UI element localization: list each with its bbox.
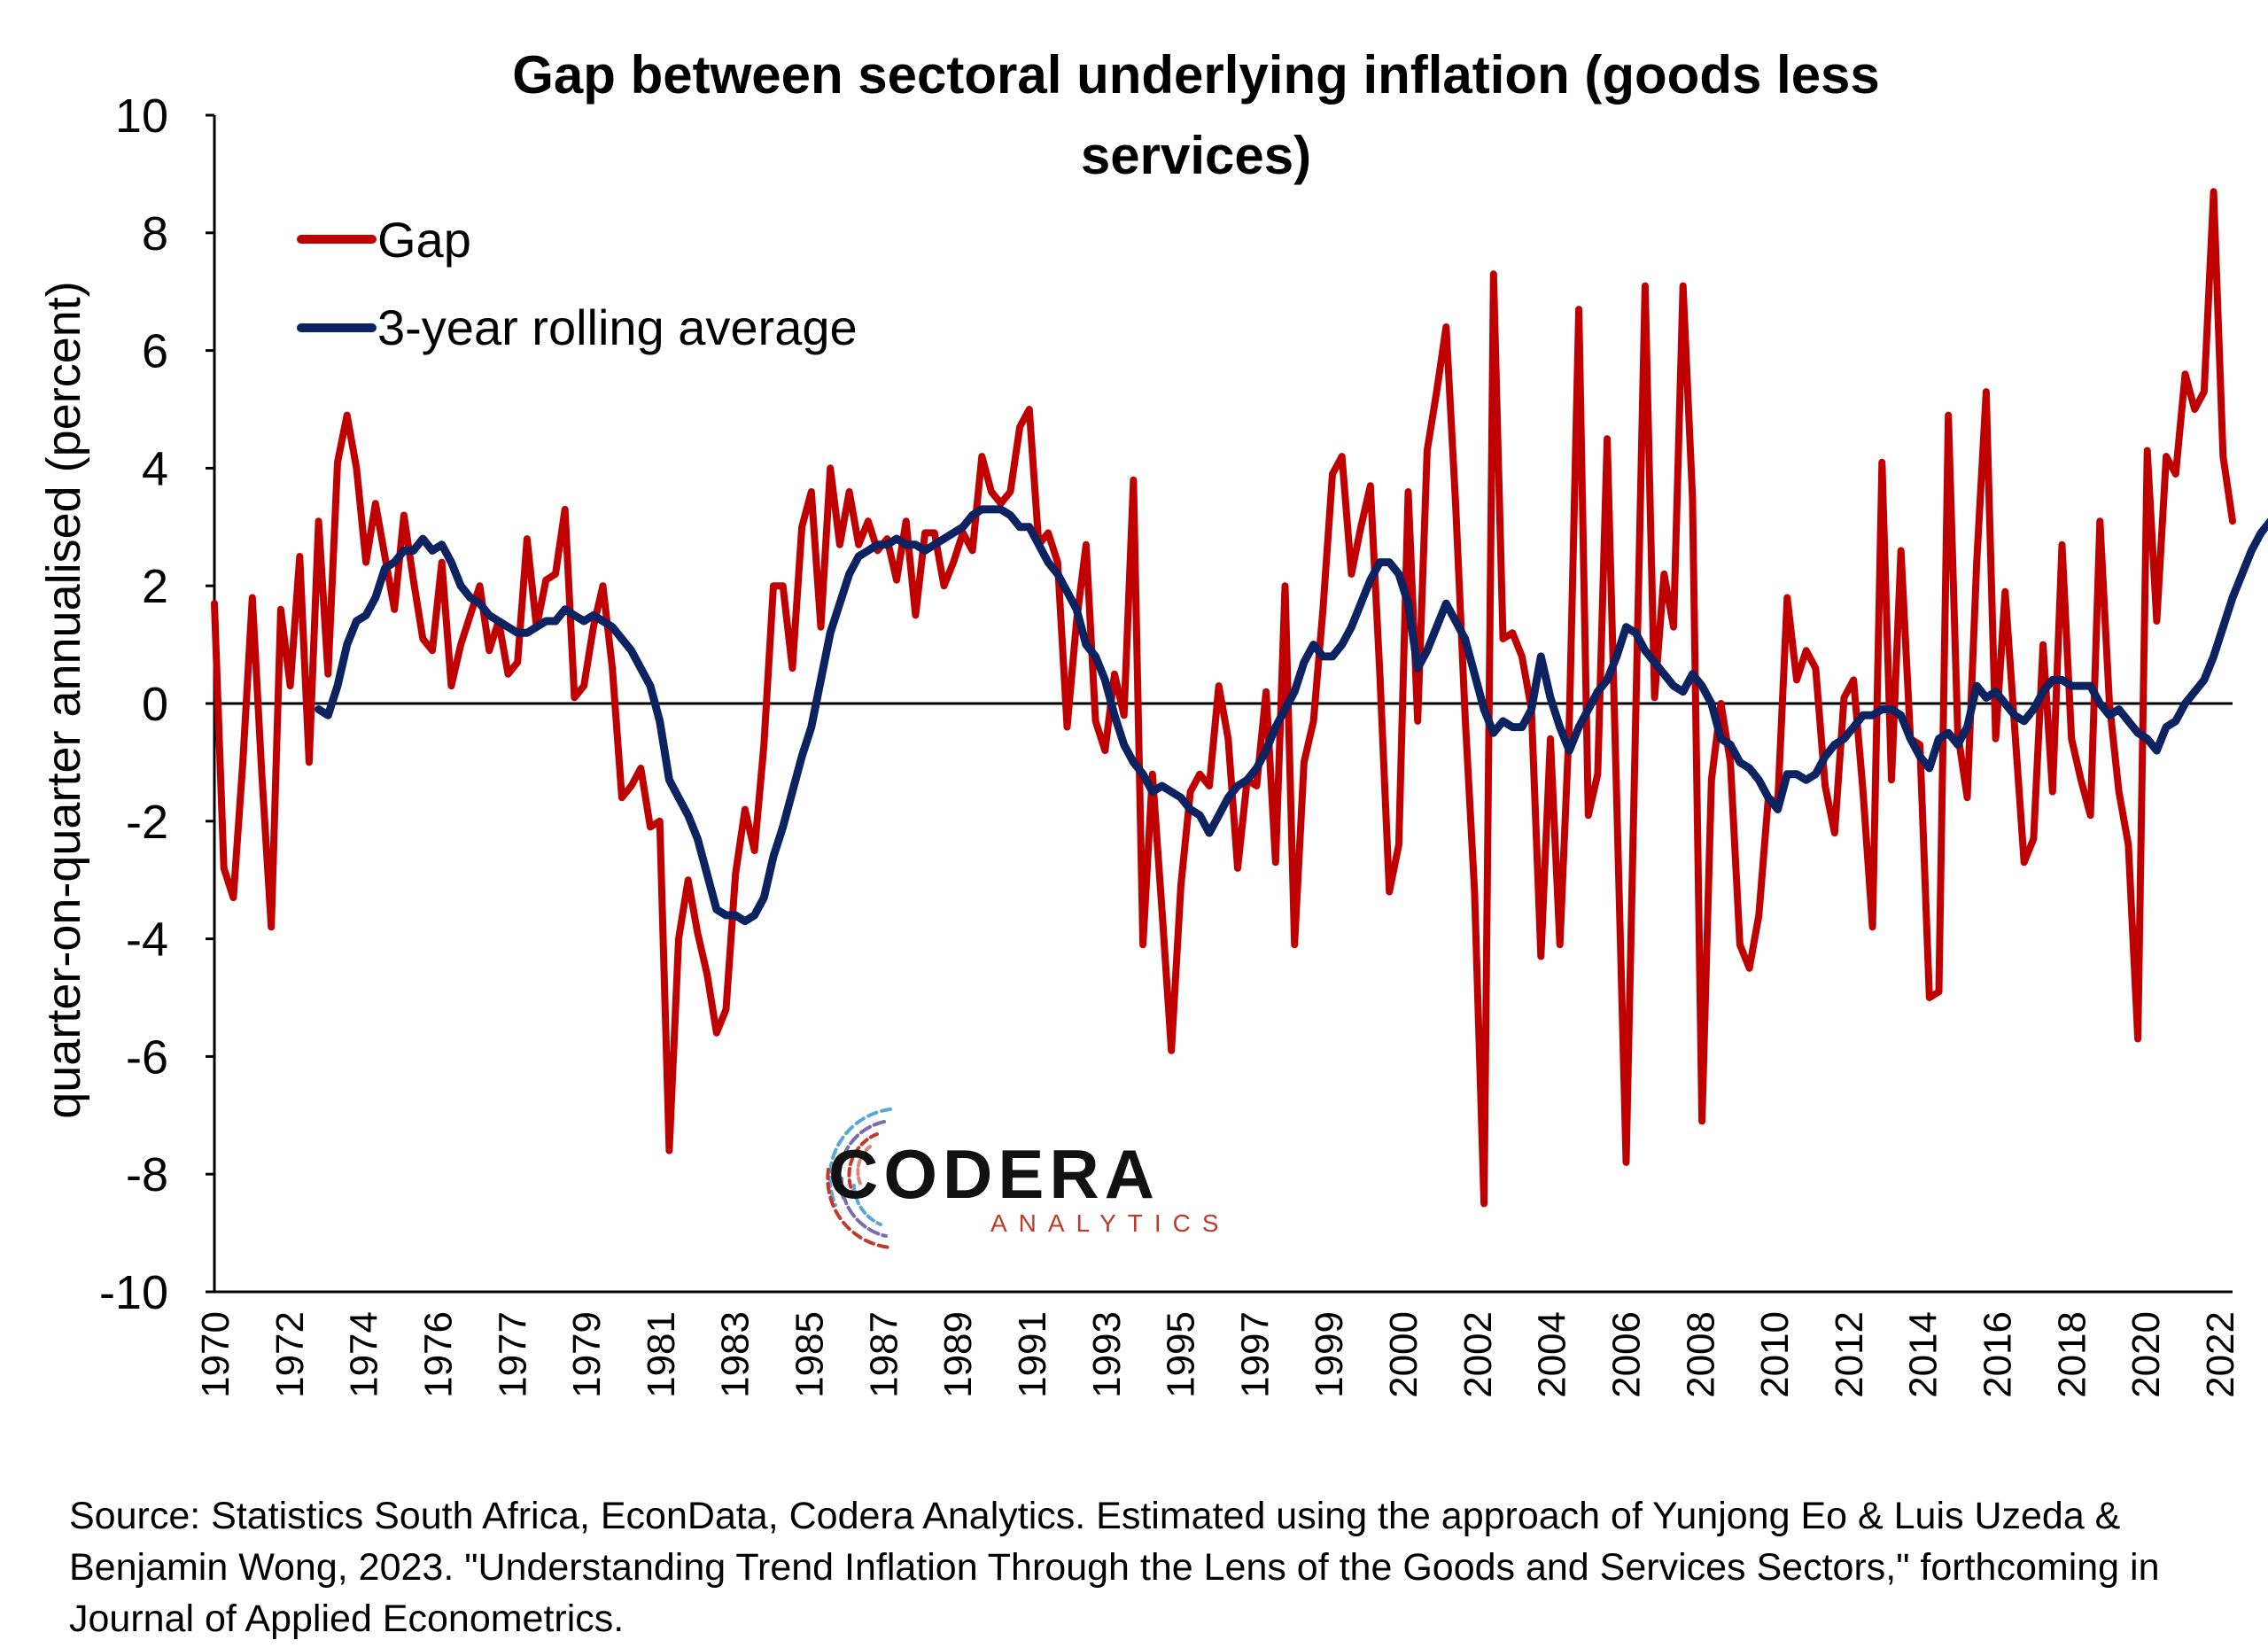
y-axis: -10 -8 -6 -4 -2 0 2 4 6 8 10 [99, 89, 216, 1319]
y-tick-label: -4 [126, 913, 168, 967]
x-tick-label: 2014 [1902, 1311, 1946, 1398]
legend-item-rolling-average: 3-year rolling average [297, 299, 858, 355]
x-axis: 1970 1972 1974 1976 1977 1979 1981 1983 1985 1987… [194, 1290, 2242, 1398]
x-tick-label: 1974 [343, 1311, 386, 1398]
y-tick-label: -6 [126, 1030, 168, 1084]
source-note: Source: Statistics South Africa, EconDat… [69, 1495, 2160, 1640]
y-axis-label: quarter-on-quarter annualised (percent) [37, 281, 90, 1119]
y-tick-label: 6 [142, 325, 168, 378]
x-tick-label: 1977 [491, 1311, 534, 1398]
x-tick-label: 1989 [936, 1311, 980, 1398]
codera-logo: CODERA ANALYTICS [826, 1108, 1231, 1249]
gap-series-line [211, 188, 2236, 1208]
legend: Gap 3-year rolling average [297, 212, 858, 355]
x-tick-label: 1972 [268, 1311, 312, 1398]
y-tick-label: 2 [142, 560, 168, 613]
rolling-average-series-line [315, 505, 2268, 926]
x-tick-label: 2022 [2199, 1311, 2242, 1398]
x-tick-label: 2002 [1456, 1311, 1500, 1398]
x-tick-label: 2008 [1679, 1311, 1722, 1398]
legend-item-gap: Gap [297, 212, 471, 268]
x-tick-label: 1979 [565, 1311, 609, 1398]
x-tick-label: 1985 [788, 1311, 832, 1398]
x-tick-label: 1997 [1233, 1311, 1277, 1398]
logo-wordmark: CODERA [828, 1135, 1160, 1213]
x-tick-label: 2016 [1977, 1311, 2020, 1398]
x-tick-label: 2018 [2050, 1311, 2093, 1398]
x-tick-label: 2006 [1604, 1311, 1648, 1398]
series-layer [211, 188, 2268, 1208]
y-tick-label: 4 [142, 442, 168, 495]
codera-logo-mark [826, 1108, 892, 1249]
x-tick-label: 1987 [862, 1311, 905, 1398]
x-tick-label: 1983 [714, 1311, 757, 1398]
x-tick-label: 1993 [1085, 1311, 1129, 1398]
y-tick-label: -2 [126, 796, 168, 849]
legend-label-gap: Gap [377, 212, 471, 268]
y-tick-label: -10 [99, 1266, 168, 1319]
legend-label-rolling-average: 3-year rolling average [377, 299, 858, 355]
y-tick-label: -8 [126, 1148, 168, 1201]
x-tick-label: 1976 [416, 1311, 460, 1398]
x-tick-label: 2000 [1382, 1311, 1425, 1398]
logo-subtitle: ANALYTICS [990, 1209, 1231, 1237]
x-tick-label: 1991 [1011, 1311, 1054, 1398]
x-tick-label: 1981 [640, 1311, 683, 1398]
x-tick-label: 2010 [1753, 1311, 1797, 1398]
x-tick-label: 2020 [2124, 1311, 2168, 1398]
y-tick-label: 0 [142, 678, 168, 731]
x-tick-label: 1995 [1160, 1311, 1203, 1398]
x-tick-label: 2012 [1828, 1311, 1871, 1398]
x-tick-label: 1999 [1308, 1311, 1351, 1398]
x-tick-label: 1970 [194, 1311, 237, 1398]
chart-title-line-1: Gap between sectoral underlying inflatio… [512, 45, 1880, 105]
x-tick-label: 2004 [1531, 1311, 1574, 1398]
y-tick-label: 10 [115, 89, 168, 143]
chart-title-line-2: services) [1081, 126, 1311, 185]
y-tick-label: 8 [142, 207, 168, 260]
